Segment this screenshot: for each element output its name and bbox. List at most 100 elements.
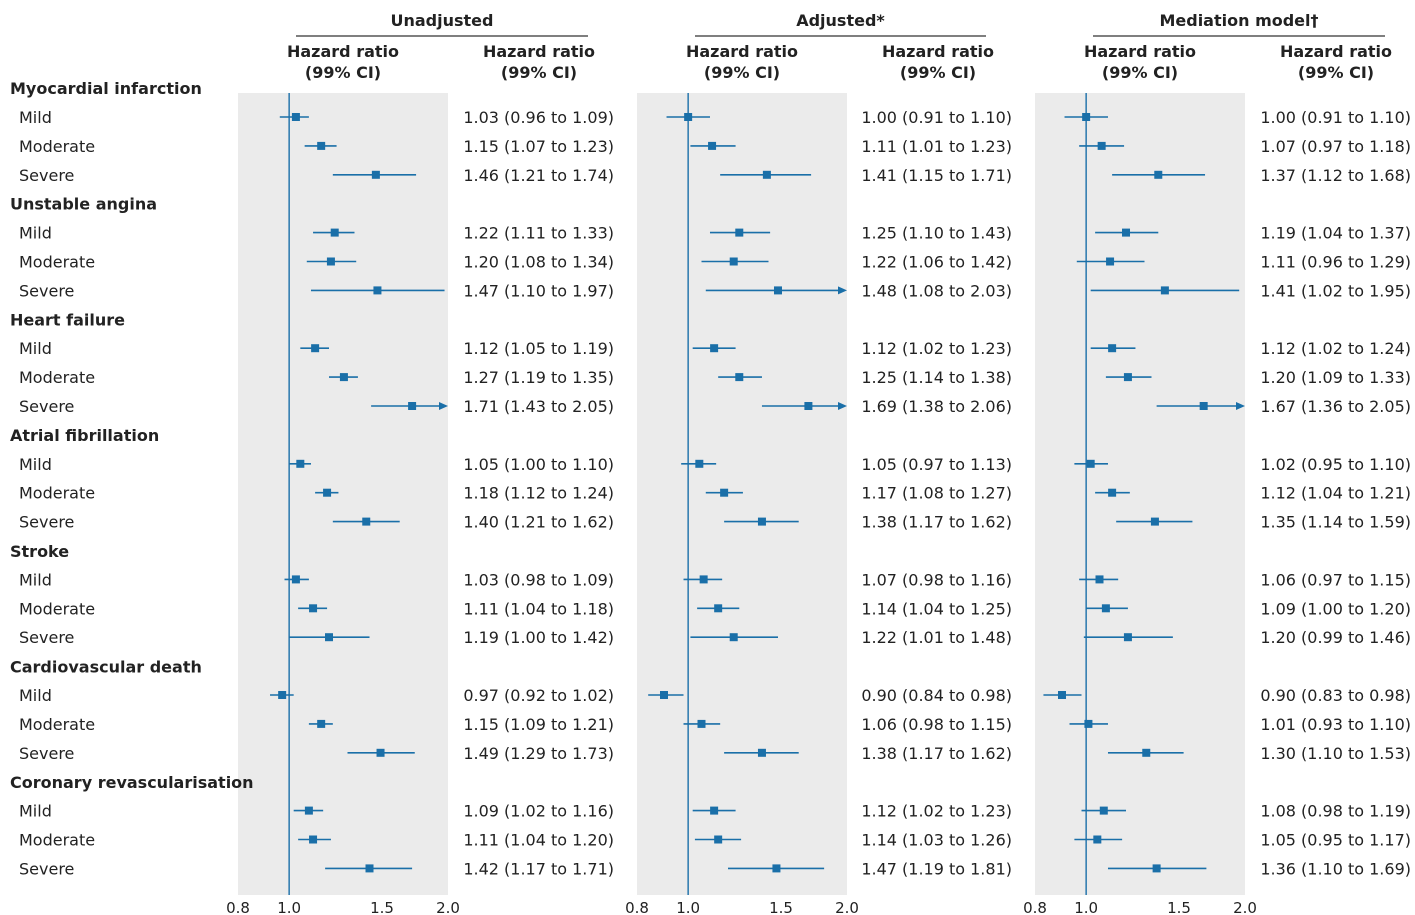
hazard-ratio-marker [697, 719, 706, 728]
column-header-plot-line2: (99% CI) [704, 63, 780, 82]
outcome-label: Coronary revascularisation [10, 773, 254, 792]
ci-arrow [439, 402, 448, 410]
hazard-ratio-marker [714, 604, 723, 613]
ci-arrow [838, 286, 847, 295]
x-tick-label: 1.0 [676, 899, 700, 915]
hazard-ratio-value: 1.20 (1.08 to 1.34) [463, 253, 614, 272]
severity-label: Severe [19, 513, 74, 532]
severity-label: Mild [19, 108, 52, 127]
hazard-ratio-value: 1.05 (1.00 to 1.10) [463, 455, 614, 474]
hazard-ratio-value: 1.02 (0.95 to 1.10) [1260, 455, 1411, 474]
ci-arrow [1236, 402, 1245, 410]
x-tick-label: 1.0 [1074, 899, 1098, 915]
panel-background [238, 93, 448, 895]
hazard-ratio-value: 1.19 (1.04 to 1.37) [1260, 224, 1411, 243]
panel-background [637, 93, 847, 895]
severity-label: Moderate [19, 137, 95, 156]
hazard-ratio-value: 1.00 (0.91 to 1.10) [861, 108, 1012, 127]
hazard-ratio-marker [330, 228, 339, 237]
hazard-ratio-value: 1.14 (1.03 to 1.26) [861, 831, 1012, 850]
hazard-ratio-value: 1.69 (1.38 to 2.06) [861, 397, 1012, 416]
x-tick-label: 1.0 [277, 899, 301, 915]
column-header-text-line2: (99% CI) [1298, 63, 1374, 82]
hazard-ratio-value: 1.05 (0.97 to 1.13) [861, 455, 1012, 474]
column-header-plot-line1: Hazard ratio [686, 42, 798, 61]
column-header-plot-line2: (99% CI) [1102, 63, 1178, 82]
hazard-ratio-marker [1097, 141, 1106, 150]
x-tick-label: 0.8 [625, 899, 649, 915]
hazard-ratio-value: 1.42 (1.17 to 1.71) [463, 859, 614, 878]
severity-label: Severe [19, 859, 74, 878]
severity-label: Mild [19, 455, 52, 474]
hazard-ratio-marker [291, 575, 300, 584]
hazard-ratio-marker [376, 748, 385, 757]
hazard-ratio-value: 1.19 (1.00 to 1.42) [463, 628, 614, 647]
hazard-ratio-marker [1086, 459, 1095, 468]
hazard-ratio-marker [714, 835, 723, 844]
hazard-ratio-value: 1.11 (1.01 to 1.23) [861, 137, 1012, 156]
severity-label: Severe [19, 397, 74, 416]
hazard-ratio-value: 1.12 (1.05 to 1.19) [463, 339, 614, 358]
hazard-ratio-value: 1.36 (1.10 to 1.69) [1260, 859, 1411, 878]
hazard-ratio-marker [408, 402, 417, 410]
hazard-ratio-marker [1150, 517, 1159, 526]
hazard-ratio-marker [684, 113, 693, 121]
severity-label: Moderate [19, 715, 95, 734]
hazard-ratio-marker [278, 691, 287, 699]
hazard-ratio-value: 1.27 (1.19 to 1.35) [463, 368, 614, 387]
hazard-ratio-marker [729, 257, 738, 266]
hazard-ratio-marker [1152, 864, 1161, 873]
hazard-ratio-value: 1.38 (1.17 to 1.62) [861, 513, 1012, 532]
hazard-ratio-value: 1.07 (0.98 to 1.16) [861, 570, 1012, 589]
hazard-ratio-marker [1154, 170, 1163, 179]
hazard-ratio-marker [323, 488, 332, 497]
severity-label: Severe [19, 166, 74, 185]
x-tick-label: 2.0 [835, 899, 859, 915]
severity-label: Severe [19, 628, 74, 647]
hazard-ratio-value: 1.08 (0.98 to 1.19) [1260, 802, 1411, 821]
panel-title: Unadjusted [391, 11, 494, 30]
hazard-ratio-value: 1.46 (1.21 to 1.74) [463, 166, 614, 185]
hazard-ratio-marker [304, 806, 313, 815]
column-header-plot-line2: (99% CI) [305, 63, 381, 82]
hazard-ratio-marker [373, 286, 382, 295]
severity-label: Moderate [19, 599, 95, 618]
hazard-ratio-value: 1.20 (1.09 to 1.33) [1260, 368, 1411, 387]
hazard-ratio-value: 1.25 (1.14 to 1.38) [861, 368, 1012, 387]
hazard-ratio-value: 1.15 (1.07 to 1.23) [463, 137, 614, 156]
hazard-ratio-marker [762, 170, 771, 179]
hazard-ratio-marker [1093, 835, 1102, 844]
outcome-label: Cardiovascular death [10, 658, 202, 677]
hazard-ratio-marker [371, 170, 380, 179]
hazard-ratio-marker [311, 344, 320, 353]
hazard-ratio-marker [1123, 373, 1132, 382]
severity-label: Severe [19, 281, 74, 300]
hazard-ratio-value: 1.71 (1.43 to 2.05) [463, 397, 614, 416]
hazard-ratio-marker [695, 459, 704, 468]
hazard-ratio-value: 0.90 (0.83 to 0.98) [1260, 686, 1411, 705]
hazard-ratio-value: 1.20 (0.99 to 1.46) [1260, 628, 1411, 647]
severity-label: Severe [19, 744, 74, 763]
hazard-ratio-marker [710, 344, 719, 353]
outcome-label: Myocardial infarction [10, 79, 202, 98]
hazard-ratio-marker [804, 402, 813, 410]
panel-title: Mediation model† [1159, 11, 1318, 30]
hazard-ratio-value: 1.38 (1.17 to 1.62) [861, 744, 1012, 763]
outcome-label: Stroke [10, 542, 69, 561]
hazard-ratio-value: 1.03 (0.98 to 1.09) [463, 570, 614, 589]
hazard-ratio-value: 1.40 (1.21 to 1.62) [463, 513, 614, 532]
hazard-ratio-marker [699, 575, 708, 584]
hazard-ratio-value: 1.09 (1.02 to 1.16) [463, 802, 614, 821]
hazard-ratio-marker [1122, 228, 1131, 237]
outcome-label: Heart failure [10, 310, 125, 329]
hazard-ratio-value: 1.48 (1.08 to 2.03) [861, 281, 1012, 300]
severity-label: Mild [19, 570, 52, 589]
hazard-ratio-value: 1.06 (0.97 to 1.15) [1260, 570, 1411, 589]
severity-label: Mild [19, 224, 52, 243]
hazard-ratio-value: 1.09 (1.00 to 1.20) [1260, 599, 1411, 618]
hazard-ratio-value: 1.12 (1.04 to 1.21) [1260, 484, 1411, 503]
hazard-ratio-marker [309, 604, 318, 613]
hazard-ratio-marker [339, 373, 348, 382]
severity-label: Mild [19, 339, 52, 358]
